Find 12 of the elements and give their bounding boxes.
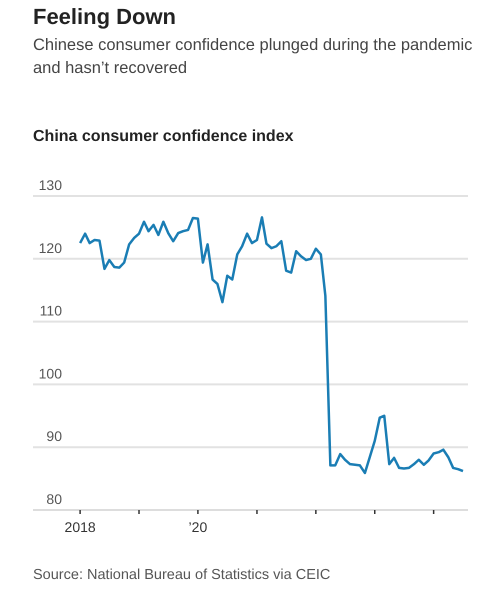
y-tick-label: 130 [38,177,62,193]
source-note: Source: National Bureau of Statistics via CEIC [33,567,330,583]
y-tick-label: 80 [46,491,62,507]
y-tick-label: 90 [46,428,62,444]
y-tick-label: 120 [38,240,62,256]
x-tick-label: ’20 [188,519,208,535]
chart-title: Feeling Down [33,4,176,30]
y-tick-label: 110 [40,302,62,319]
x-tick-label: 2018 [64,519,96,535]
chart-subtitle: Chinese consumer confidence plunged during the pandemic and hasn’t recovered [33,35,473,79]
y-axis-title: China consumer confidence index [33,128,294,146]
y-tick-label: 100 [38,365,62,382]
